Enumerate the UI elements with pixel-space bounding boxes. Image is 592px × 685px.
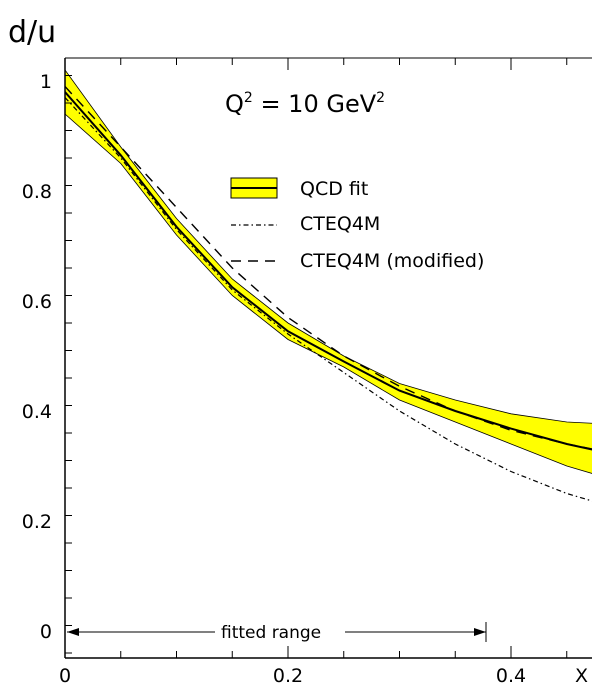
fitted-range-arrowhead-left xyxy=(67,628,79,636)
qcd-fit-band xyxy=(65,70,592,474)
q2-label: Q xyxy=(225,90,244,118)
qcd-fit-band-upper-edge xyxy=(65,69,592,424)
y-axis-title: d/u xyxy=(8,15,56,50)
series-line-qcd-fit xyxy=(65,91,592,451)
q2-exp: 2 xyxy=(244,90,253,106)
curve-layer xyxy=(65,86,592,502)
series-line-cteq4m-modified xyxy=(65,86,592,450)
series-line-cteq4m xyxy=(65,97,592,502)
x-tick-label: 0 xyxy=(59,665,71,685)
x-axis-title: X xyxy=(575,665,588,685)
fitted-range-annotation: fitted range xyxy=(67,622,487,643)
y-tick-label: 0 xyxy=(40,621,52,643)
svg-text:Q2 = 10 GeV2: Q2 = 10 GeV2 xyxy=(225,90,385,118)
y-tick-label: 0.2 xyxy=(22,511,52,533)
y-tick-label: 0.4 xyxy=(22,401,52,423)
y-tick-label: 0.8 xyxy=(22,181,52,203)
q2-value: = 10 GeV xyxy=(253,90,377,118)
legend: QCD fit CTEQ4M CTEQ4M (modified) xyxy=(230,177,484,272)
q2-annotation: Q2 = 10 GeV2 xyxy=(225,90,385,118)
x-tick-label: 0.2 xyxy=(273,665,303,685)
axes-layer: 00.20.40.60.800.20.40.60.81 xyxy=(22,57,592,685)
fitted-range-label: fitted range xyxy=(221,623,321,643)
legend-label-cteq4m: CTEQ4M xyxy=(300,213,380,235)
band-layer xyxy=(65,69,592,474)
x-tick-label: 0.4 xyxy=(496,665,526,685)
fitted-range-arrowhead-right xyxy=(474,628,486,636)
y-tick-label: 0.6 xyxy=(22,291,52,313)
qcd-fit-band-lower-edge xyxy=(65,113,592,474)
legend-label-cteq4m-mod: CTEQ4M (modified) xyxy=(300,250,484,272)
legend-label-qcd: QCD fit xyxy=(300,178,368,200)
q2-unit-exp: 2 xyxy=(376,90,385,106)
y-tick-label: 1 xyxy=(40,71,52,93)
